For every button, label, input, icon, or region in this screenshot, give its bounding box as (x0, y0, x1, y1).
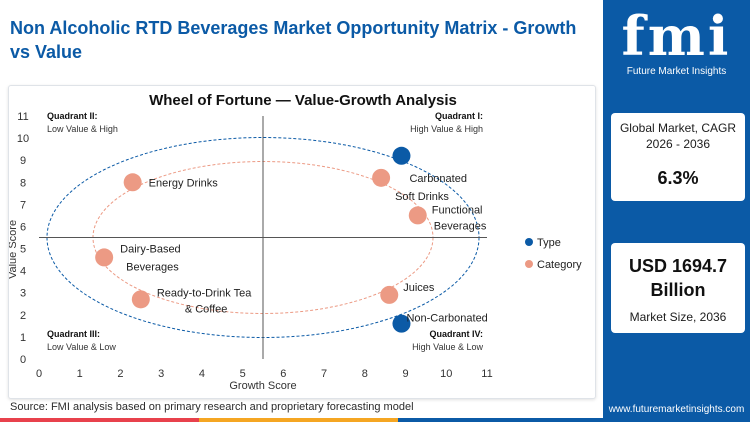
logo-tagline: Future Market Insights (626, 66, 727, 77)
point-label: Energy Drinks (149, 177, 219, 189)
quadrant-title-q1: Quadrant I: (435, 111, 483, 121)
opportunity-matrix-chart: Wheel of Fortune — Value-Growth Analysis… (9, 92, 582, 392)
chart-title: Wheel of Fortune — Value-Growth Analysis (149, 92, 457, 109)
point-label: Juices (403, 282, 435, 294)
point-label: Dairy-Based (120, 243, 181, 255)
point-label: Beverages (434, 220, 487, 232)
point-label: Soft Drinks (395, 191, 449, 203)
quadrant-title-q4: Quadrant IV: (429, 329, 483, 339)
quadrant-title-q3: Quadrant III: (47, 329, 100, 339)
x-tick-label: 11 (481, 368, 492, 380)
x-tick-label: 9 (402, 368, 408, 380)
point-label: Functional (432, 204, 483, 216)
quadrant-subtitle-q3: Low Value & Low (47, 342, 116, 352)
point-energy-drinks (123, 173, 142, 192)
x-tick-label: 3 (158, 368, 164, 380)
point-label: Beverages (126, 261, 179, 273)
logo-wordmark: fmi (621, 4, 732, 68)
x-tick-label: 6 (280, 368, 286, 380)
y-tick-label: 1 (20, 332, 26, 344)
y-tick-label: 2 (20, 310, 26, 322)
point-soft-drinks (372, 168, 391, 187)
legend-label-category: Category (537, 259, 582, 271)
x-tick-label: 5 (240, 368, 246, 380)
x-tick-label: 10 (440, 368, 452, 380)
cagr-card: Global Market, CAGR 2026 - 2036 6.3% (611, 113, 745, 201)
y-tick-label: 11 (17, 111, 28, 123)
point-label: Ready-to-Drink Tea (157, 287, 252, 299)
point-label: Carbonated (409, 173, 467, 185)
cagr-value: 6.3% (657, 168, 699, 188)
y-tick-label: 0 (20, 354, 26, 366)
y-tick-label: 4 (20, 266, 26, 278)
y-tick-label: 10 (17, 133, 29, 145)
point-non-carbonated (392, 314, 411, 333)
brand-sidebar: fmi Future Market Insights Global Market… (603, 0, 750, 422)
point-ready-to-drink-tea-coffee (131, 290, 150, 309)
point-dairy-based-beverages (95, 248, 114, 267)
y-tick-label: 7 (20, 199, 26, 211)
x-tick-label: 0 (36, 368, 42, 380)
point-label: Non-Carbonated (406, 313, 487, 325)
y-tick-label: 6 (20, 221, 26, 233)
legend-label-type: Type (537, 237, 561, 249)
page-title: Non Alcoholic RTD Beverages Market Oppor… (10, 18, 577, 62)
y-tick-label: 9 (20, 155, 26, 167)
quadrant-subtitle-q2: Low Value & High (47, 124, 118, 134)
cagr-label: Global Market, CAGR 2026 - 2036 (619, 121, 737, 151)
x-tick-label: 7 (321, 368, 327, 380)
market-size-label: Market Size, 2036 (629, 310, 727, 324)
y-tick-label: 8 (20, 177, 26, 189)
source-note: Source: FMI analysis based on primary re… (10, 401, 414, 413)
market-size-card: USD 1694.7 Billion Market Size, 2036 (611, 243, 745, 333)
y-tick-label: 5 (20, 244, 26, 256)
y-axis-label: Value Score (9, 220, 19, 279)
website-link[interactable]: www.futuremarketinsights.com (608, 404, 745, 415)
legend-marker-type (525, 238, 533, 246)
point-functional-beverages (408, 206, 427, 225)
quadrant-subtitle-q4: High Value & Low (412, 342, 483, 352)
legend-marker-category (525, 260, 533, 268)
point-label: & Coffee (185, 303, 228, 315)
market-size-value: USD 1694.7 Billion (628, 256, 728, 300)
chart-panel: Wheel of Fortune — Value-Growth Analysis… (8, 85, 596, 399)
x-tick-label: 8 (362, 368, 368, 380)
decorative-color-bar (0, 418, 603, 422)
point-carbonated (392, 146, 411, 165)
x-axis-label: Growth Score (229, 380, 296, 392)
fmi-logo[interactable]: fmi Future Market Insights (603, 0, 750, 90)
point-juices (380, 285, 399, 304)
x-tick-label: 4 (199, 368, 205, 380)
x-tick-label: 1 (77, 368, 83, 380)
quadrant-title-q2: Quadrant II: (47, 111, 98, 121)
x-tick-label: 2 (117, 368, 123, 380)
y-tick-label: 3 (20, 288, 26, 300)
quadrant-subtitle-q1: High Value & High (410, 124, 483, 134)
